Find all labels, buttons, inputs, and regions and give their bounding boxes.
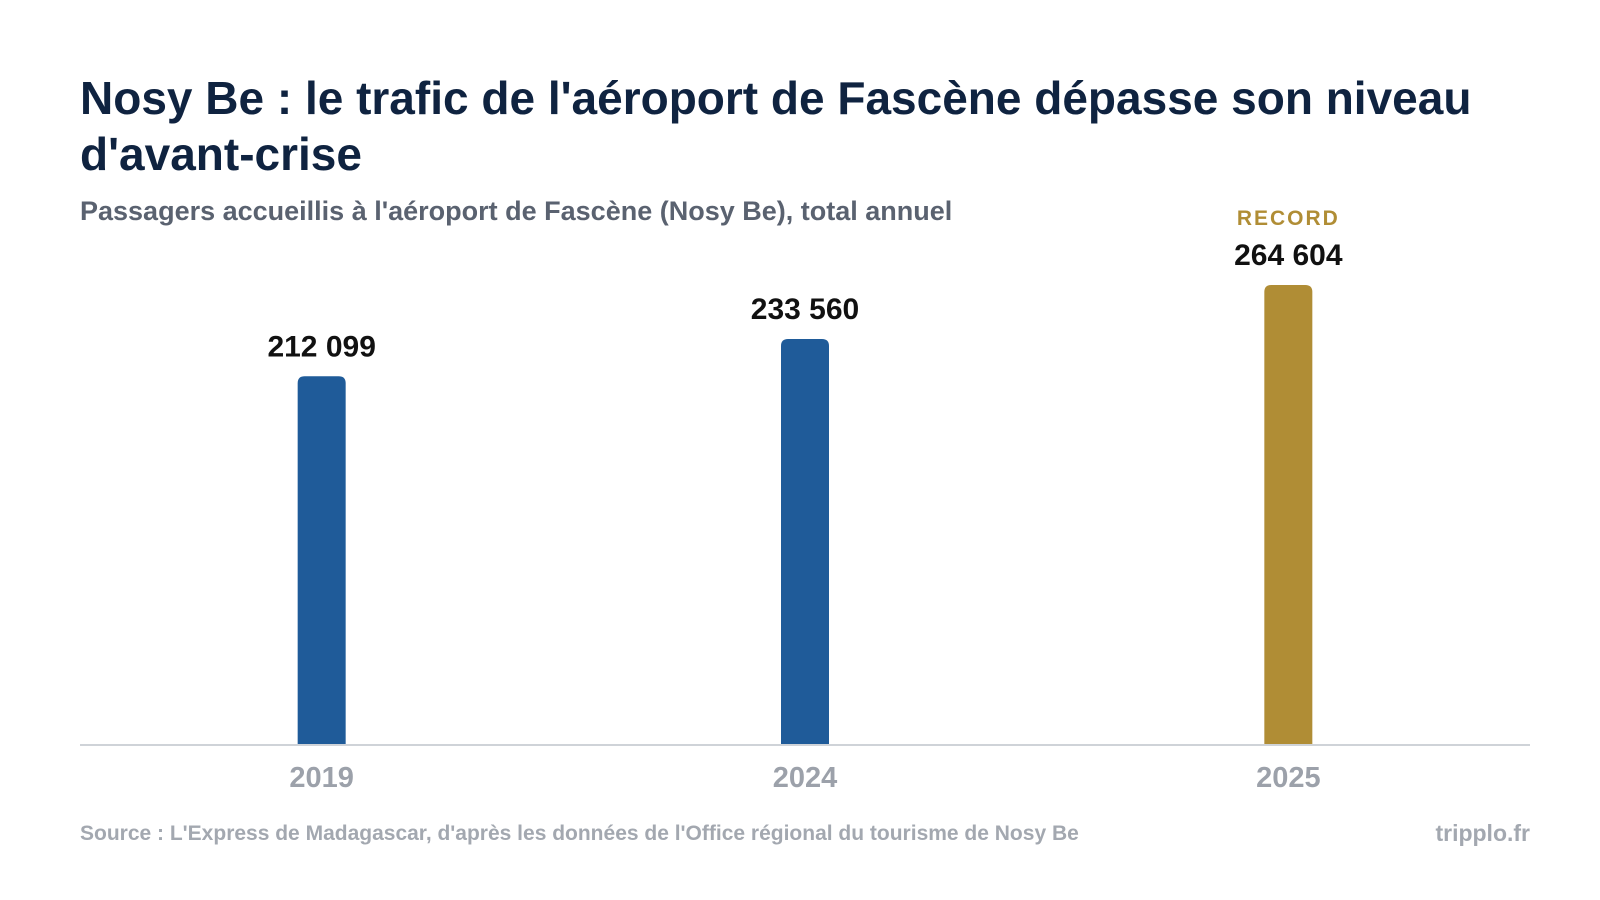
annotation-2025: RECORD (1237, 207, 1340, 230)
tick-label-2024: 2024 (773, 762, 838, 794)
value-label-2019: 212 099 (267, 330, 375, 363)
source-note: Source : L'Express de Madagascar, d'aprè… (80, 822, 1079, 845)
brand-link[interactable]: tripplo.fr (1435, 820, 1530, 846)
tick-label-2025: 2025 (1256, 762, 1321, 794)
bar-2019 (297, 376, 346, 745)
value-label-2025: 264 604 (1234, 239, 1343, 272)
bar-2024 (781, 338, 829, 745)
chart-subtitle: Passagers accueillis à l'aéroport de Fas… (80, 196, 953, 226)
bars-layer (297, 285, 1313, 745)
chart-title: Nosy Be : le trafic de l'aéroport de Fas… (80, 72, 1472, 180)
labels-layer: 212 099 2019 233 560 2024 264 604 2025 RECORD (267, 207, 1342, 794)
tick-label-2019: 2019 (289, 762, 354, 794)
value-label-2024: 233 560 (751, 293, 859, 326)
bar-2025 (1264, 285, 1313, 745)
